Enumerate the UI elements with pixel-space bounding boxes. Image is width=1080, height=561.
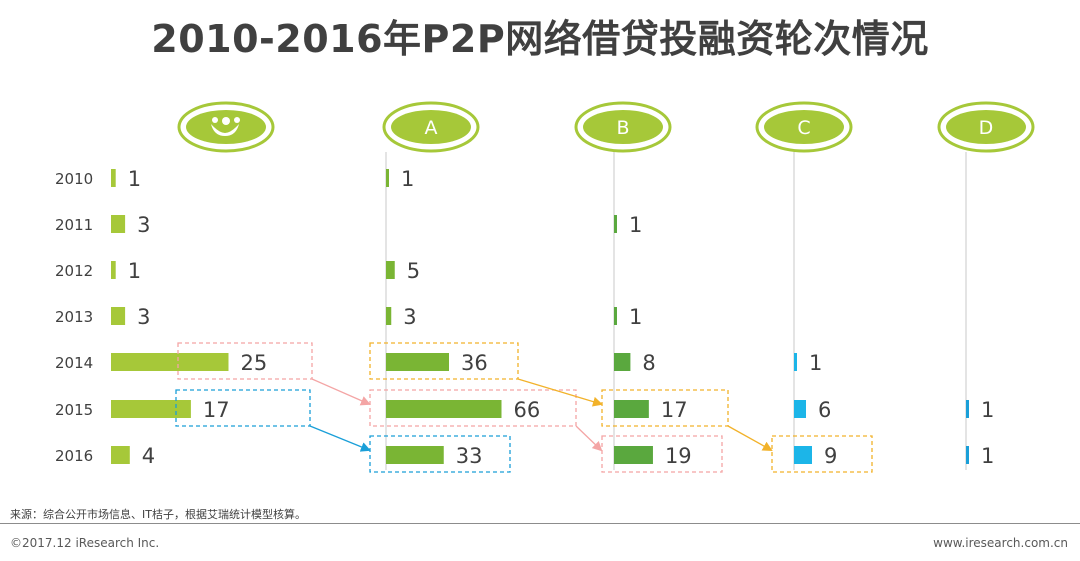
- year-label: 2013: [55, 308, 93, 326]
- bar: [111, 400, 191, 418]
- bar-value-label: 17: [203, 398, 230, 422]
- bar-value-label: 1: [128, 259, 141, 283]
- bar: [614, 446, 653, 464]
- round-badge-ring: [755, 101, 853, 153]
- bar-value-label: 9: [824, 444, 837, 468]
- round-badge: [186, 110, 266, 144]
- highlight-box: [369, 389, 577, 427]
- round-chart: 2010 2011 2012 2013 2014 2015 2016 A B C D 1 3 1 3 25 17…: [55, 101, 1035, 473]
- round-badge-ring: [937, 101, 1035, 153]
- flow-arrow: [309, 425, 371, 452]
- bar-value-label: 1: [128, 167, 141, 191]
- bar: [386, 169, 389, 187]
- bar: [966, 400, 969, 418]
- bar-value-label: 66: [514, 398, 541, 422]
- highlight-box: [601, 435, 723, 473]
- bar-value-label: 6: [818, 398, 831, 422]
- bar: [386, 400, 502, 418]
- bar: [614, 307, 617, 325]
- bar: [966, 446, 969, 464]
- bar-value-label: 1: [981, 398, 994, 422]
- people-icon: [234, 117, 240, 123]
- people-icon: [211, 124, 239, 136]
- round-badge-label: C: [797, 117, 810, 139]
- year-label: 2014: [55, 354, 93, 372]
- bar-value-label: 33: [456, 444, 483, 468]
- round-badge-label: D: [979, 117, 994, 139]
- bar: [386, 261, 395, 279]
- bar: [386, 353, 449, 371]
- flow-arrow: [575, 425, 603, 452]
- bar: [614, 353, 631, 371]
- year-label: 2011: [55, 216, 93, 234]
- bar-value-label: 1: [401, 167, 414, 191]
- bar: [794, 353, 797, 371]
- bar: [111, 215, 126, 233]
- page-title: 2010-2016年P2P网络借贷投融资轮次情况: [151, 17, 929, 61]
- flow-arrow: [517, 378, 603, 407]
- bar: [111, 307, 126, 325]
- bar-value-label: 8: [642, 351, 655, 375]
- bar-value-label: 36: [461, 351, 488, 375]
- round-badge-ring: [382, 101, 480, 153]
- website-link[interactable]: www.iresearch.com.cn: [933, 536, 1068, 550]
- bar: [386, 307, 392, 325]
- highlight-box: [369, 342, 519, 380]
- year-label: 2012: [55, 262, 93, 280]
- round-badge: [391, 110, 471, 144]
- bar-value-label: 3: [137, 305, 150, 329]
- highlight-box: [601, 389, 729, 427]
- bar-value-label: 19: [665, 444, 692, 468]
- round-badge-ring: [177, 101, 275, 153]
- bar: [794, 446, 812, 464]
- bar: [614, 215, 617, 233]
- bar: [111, 446, 130, 464]
- flow-arrow: [311, 378, 371, 406]
- bar-value-label: 1: [629, 305, 642, 329]
- bar-value-label: 1: [629, 213, 642, 237]
- people-icon: [212, 117, 218, 123]
- highlight-box: [369, 435, 511, 473]
- highlight-box: [177, 342, 313, 380]
- bar: [386, 446, 444, 464]
- source-note: 来源：综合公开市场信息、IT桔子，根据艾瑞统计模型核算。: [10, 508, 306, 521]
- round-badge-ring: [574, 101, 672, 153]
- footer-divider: [0, 523, 1080, 524]
- bar: [794, 400, 806, 418]
- year-label: 2015: [55, 401, 93, 419]
- year-label: 2016: [55, 447, 93, 465]
- year-label: 2010: [55, 170, 93, 188]
- copyright: ©2017.12 iResearch Inc.: [10, 536, 160, 550]
- round-badge: [764, 110, 844, 144]
- bar-value-label: 25: [241, 351, 268, 375]
- round-badge-label: A: [425, 117, 438, 139]
- round-badge-label: B: [616, 117, 629, 139]
- highlight-box: [175, 389, 311, 427]
- bar-value-label: 1: [809, 351, 822, 375]
- bar: [111, 261, 116, 279]
- bar-value-label: 3: [403, 305, 416, 329]
- round-badge: [946, 110, 1026, 144]
- round-badge: [583, 110, 663, 144]
- bar-value-label: 3: [137, 213, 150, 237]
- flow-arrow: [727, 425, 773, 451]
- bar: [111, 169, 116, 187]
- people-icon: [222, 117, 230, 125]
- highlight-box: [771, 435, 873, 473]
- bar-value-label: 1: [981, 444, 994, 468]
- bar: [111, 353, 229, 371]
- bar-value-label: 5: [407, 259, 420, 283]
- bar-value-label: 17: [661, 398, 688, 422]
- bar: [614, 400, 649, 418]
- bar-value-label: 4: [142, 444, 155, 468]
